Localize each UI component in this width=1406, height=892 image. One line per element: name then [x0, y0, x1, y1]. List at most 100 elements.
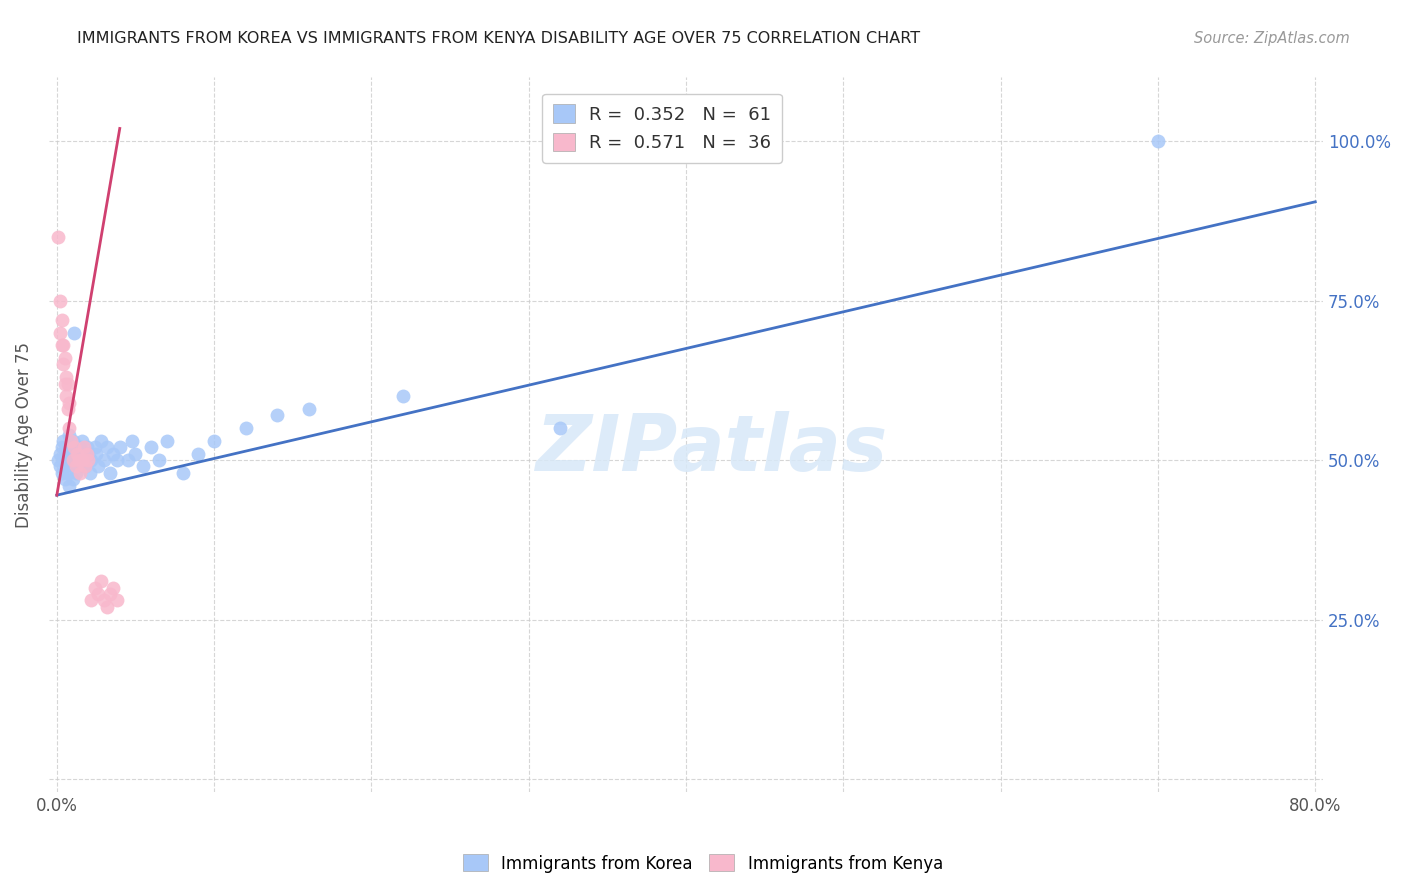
Point [56, 376, 79, 391]
Point [96, 440, 118, 454]
Point [93, 453, 115, 467]
Point [80, 453, 103, 467]
Point [56, 402, 79, 417]
Point [70, 447, 93, 461]
Point [172, 466, 194, 480]
Point [56, 453, 79, 467]
Point [53, 472, 76, 486]
Point [51, 338, 73, 352]
Point [105, 593, 128, 607]
Point [62, 434, 84, 448]
Legend: Immigrants from Korea, Immigrants from Kenya: Immigrants from Korea, Immigrants from K… [457, 847, 949, 880]
Point [58, 427, 80, 442]
Point [132, 459, 155, 474]
Point [70, 434, 93, 448]
Point [141, 440, 163, 454]
Point [67, 453, 90, 467]
Point [53, 376, 76, 391]
Point [103, 581, 125, 595]
Point [49, 447, 72, 461]
Point [59, 447, 82, 461]
Point [65, 466, 87, 480]
Point [56, 466, 79, 480]
Point [98, 466, 121, 480]
Point [266, 409, 288, 423]
Point [84, 447, 107, 461]
Legend: R =  0.352   N =  61, R =  0.571   N =  36: R = 0.352 N = 61, R = 0.571 N = 36 [543, 94, 782, 163]
Point [51, 440, 73, 454]
Point [53, 447, 76, 461]
Text: ZIPatlas: ZIPatlas [536, 411, 887, 487]
Point [63, 326, 86, 340]
Point [80, 593, 103, 607]
Point [548, 421, 571, 435]
Point [90, 574, 112, 589]
Point [52, 338, 75, 352]
Y-axis label: Disability Age Over 75: Disability Age Over 75 [15, 342, 32, 527]
Point [108, 440, 131, 454]
Point [52, 434, 75, 448]
Point [48, 230, 70, 244]
Point [83, 581, 105, 595]
Point [93, 593, 115, 607]
Point [156, 434, 179, 448]
Point [55, 389, 77, 403]
Point [72, 453, 94, 467]
Point [187, 447, 209, 461]
Point [58, 395, 80, 409]
Point [63, 440, 86, 454]
Point [79, 466, 101, 480]
Point [235, 421, 257, 435]
Point [77, 447, 100, 461]
Point [103, 447, 125, 461]
Point [59, 453, 82, 467]
Point [62, 472, 84, 486]
Point [98, 587, 121, 601]
Point [65, 459, 87, 474]
Point [70, 453, 93, 467]
Point [49, 326, 72, 340]
Point [69, 440, 91, 454]
Point [69, 466, 91, 480]
Point [65, 440, 87, 454]
Point [55, 440, 77, 454]
Point [58, 421, 80, 435]
Point [48, 453, 70, 467]
Point [96, 599, 118, 614]
Point [49, 293, 72, 308]
Point [1147, 134, 1170, 148]
Point [76, 440, 98, 454]
Point [63, 453, 86, 467]
Point [83, 440, 105, 454]
Point [52, 358, 75, 372]
Point [53, 351, 76, 365]
Point [87, 587, 110, 601]
Point [58, 478, 80, 492]
Point [121, 434, 143, 448]
Point [148, 453, 170, 467]
Point [55, 459, 77, 474]
Point [90, 434, 112, 448]
Point [105, 453, 128, 467]
Point [202, 434, 225, 448]
Point [66, 447, 89, 461]
Point [124, 447, 146, 461]
Point [51, 312, 73, 326]
Point [67, 459, 90, 474]
Point [72, 440, 94, 454]
Point [69, 453, 91, 467]
Point [75, 459, 97, 474]
Point [297, 402, 319, 417]
Point [77, 453, 100, 467]
Point [76, 447, 98, 461]
Point [87, 459, 110, 474]
Point [75, 459, 97, 474]
Text: IMMIGRANTS FROM KOREA VS IMMIGRANTS FROM KENYA DISABILITY AGE OVER 75 CORRELATIO: IMMIGRANTS FROM KOREA VS IMMIGRANTS FROM… [77, 31, 921, 46]
Text: Source: ZipAtlas.com: Source: ZipAtlas.com [1194, 31, 1350, 46]
Point [392, 389, 415, 403]
Point [117, 453, 139, 467]
Point [62, 453, 84, 467]
Point [51, 466, 73, 480]
Point [55, 370, 77, 384]
Point [66, 447, 89, 461]
